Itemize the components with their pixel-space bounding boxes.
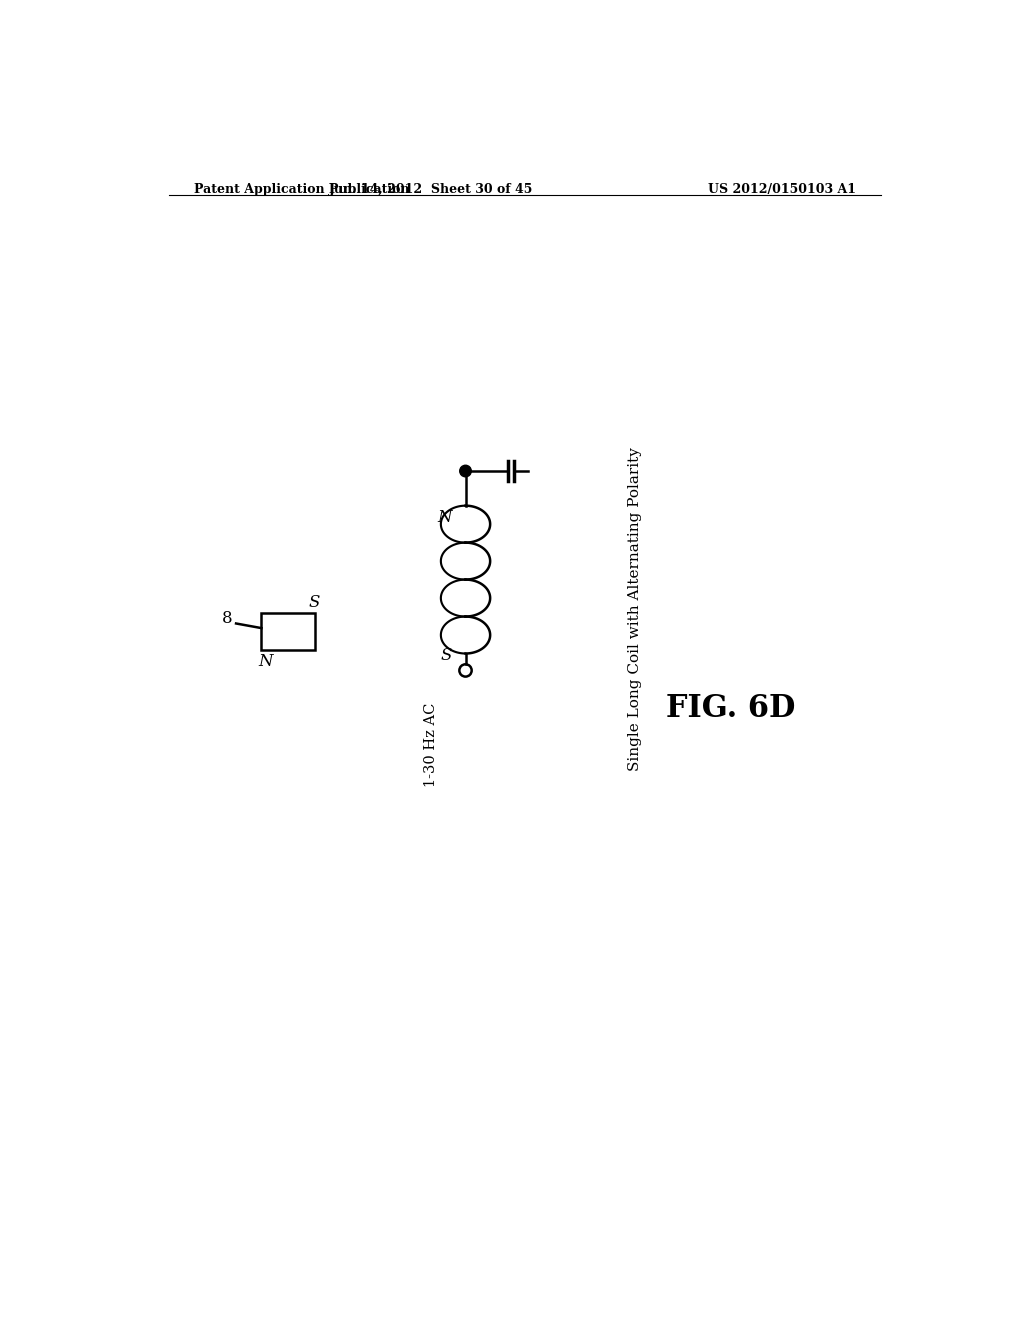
Text: N: N <box>437 508 452 525</box>
Text: Single Long Coil with Alternating Polarity: Single Long Coil with Alternating Polari… <box>628 447 642 771</box>
Text: Patent Application Publication: Patent Application Publication <box>194 183 410 197</box>
Text: FIG. 6D: FIG. 6D <box>667 693 796 725</box>
Bar <box>261 614 315 651</box>
Text: 8: 8 <box>221 610 232 627</box>
Text: Jun. 14, 2012  Sheet 30 of 45: Jun. 14, 2012 Sheet 30 of 45 <box>329 183 534 197</box>
Text: 1-30 Hz AC: 1-30 Hz AC <box>424 702 438 787</box>
Text: N: N <box>258 653 272 669</box>
Circle shape <box>460 465 471 477</box>
Text: S: S <box>440 647 452 664</box>
Text: US 2012/0150103 A1: US 2012/0150103 A1 <box>708 183 856 197</box>
Text: S: S <box>308 594 319 611</box>
